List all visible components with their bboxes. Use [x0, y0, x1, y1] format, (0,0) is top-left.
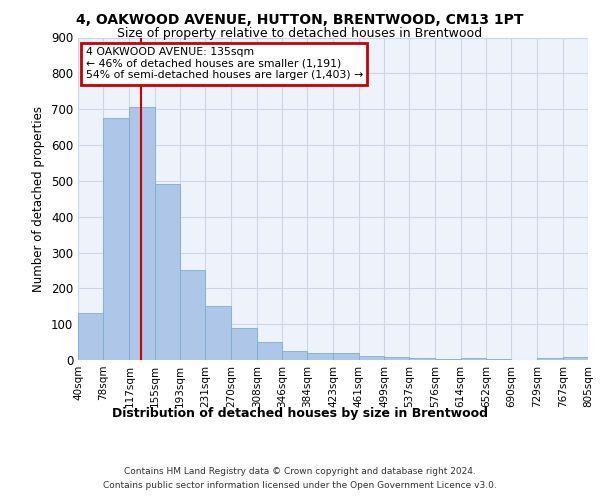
- Bar: [232, 328, 257, 360]
- Bar: [436, 359, 461, 360]
- Text: Size of property relative to detached houses in Brentwood: Size of property relative to detached ho…: [118, 28, 482, 40]
- Bar: [307, 353, 334, 360]
- Bar: [130, 108, 155, 360]
- Bar: [334, 353, 359, 360]
- Bar: [409, 358, 436, 360]
- Text: Contains public sector information licensed under the Open Government Licence v3: Contains public sector information licen…: [103, 481, 497, 490]
- Text: 4 OAKWOOD AVENUE: 135sqm
← 46% of detached houses are smaller (1,191)
54% of sem: 4 OAKWOOD AVENUE: 135sqm ← 46% of detach…: [86, 47, 363, 80]
- Text: 4, OAKWOOD AVENUE, HUTTON, BRENTWOOD, CM13 1PT: 4, OAKWOOD AVENUE, HUTTON, BRENTWOOD, CM…: [76, 12, 524, 26]
- Bar: [359, 356, 384, 360]
- Bar: [257, 342, 282, 360]
- Text: Distribution of detached houses by size in Brentwood: Distribution of detached houses by size …: [112, 408, 488, 420]
- Bar: [461, 358, 486, 360]
- Bar: [205, 306, 232, 360]
- Bar: [563, 357, 588, 360]
- Text: Contains HM Land Registry data © Crown copyright and database right 2024.: Contains HM Land Registry data © Crown c…: [124, 468, 476, 476]
- Bar: [282, 351, 307, 360]
- Bar: [78, 314, 103, 360]
- Bar: [155, 184, 180, 360]
- Bar: [538, 358, 563, 360]
- Bar: [103, 118, 130, 360]
- Y-axis label: Number of detached properties: Number of detached properties: [32, 106, 46, 292]
- Bar: [486, 359, 511, 360]
- Bar: [384, 358, 409, 360]
- Bar: [180, 270, 205, 360]
